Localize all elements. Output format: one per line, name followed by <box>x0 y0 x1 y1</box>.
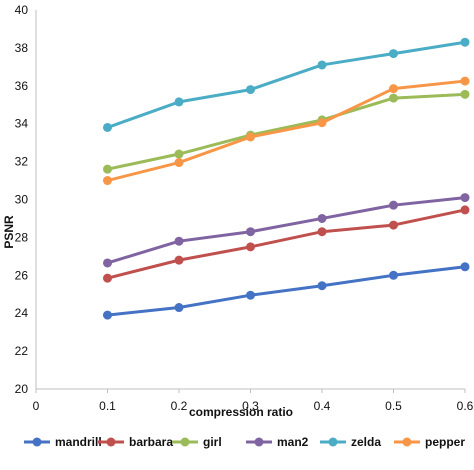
data-point-barbara <box>460 205 470 215</box>
y-tick-label: 26 <box>15 268 29 282</box>
data-point-zelda <box>389 49 398 59</box>
x-axis-title: compression ratio <box>189 405 293 419</box>
data-point-man2 <box>389 200 398 210</box>
data-point-zelda <box>246 85 255 95</box>
y-tick-label: 32 <box>15 155 29 169</box>
legend-swatch-marker <box>402 437 412 447</box>
x-tick-label: 0.1 <box>99 399 116 413</box>
data-point-mandrill <box>460 262 470 272</box>
data-point-pepper <box>317 118 327 128</box>
data-point-barbara <box>317 227 327 237</box>
data-point-pepper <box>460 76 470 86</box>
y-tick-label: 30 <box>15 193 29 207</box>
data-point-girl <box>460 89 470 99</box>
legend-label: girl <box>203 435 222 449</box>
y-tick-label: 38 <box>15 41 29 55</box>
y-tick-label: 34 <box>15 117 29 131</box>
data-point-mandrill <box>246 290 255 300</box>
series-line-man2 <box>107 196 466 265</box>
data-point-man2 <box>103 258 112 268</box>
data-point-pepper <box>174 158 184 168</box>
legend-swatch-marker <box>106 437 116 447</box>
legend-item-barbara: barbara <box>98 435 173 449</box>
y-axis-title: PSNR <box>2 215 16 249</box>
legend-item-zelda: zelda <box>320 435 381 449</box>
series-line-girl <box>107 92 466 171</box>
data-point-zelda <box>174 97 184 107</box>
x-tick-label: 0 <box>33 399 40 413</box>
data-point-zelda <box>103 122 112 132</box>
data-point-man2 <box>460 193 470 203</box>
y-tick-label: 28 <box>15 230 29 244</box>
data-point-zelda <box>460 37 470 47</box>
x-tick-label: 0.5 <box>385 399 402 413</box>
data-point-girl <box>103 164 112 174</box>
legend-swatch-marker <box>254 437 264 447</box>
legend-item-pepper: pepper <box>394 435 465 449</box>
data-point-pepper <box>246 132 255 142</box>
legend-item-mandrill: mandrill <box>24 435 102 449</box>
x-tick-label: 0.4 <box>314 399 331 413</box>
series-line-pepper <box>107 79 466 183</box>
legend-label: mandrill <box>55 435 102 449</box>
series-line-barbara <box>107 208 466 280</box>
data-point-pepper <box>103 176 112 186</box>
legend-swatch-marker <box>32 437 42 447</box>
legend: mandrill barbara girl man2 zelda pepper <box>24 435 465 449</box>
x-tick-label: 0.2 <box>171 399 188 413</box>
data-point-man2 <box>174 236 184 246</box>
data-point-man2 <box>317 213 327 223</box>
series-line-mandrill <box>107 265 466 317</box>
data-point-barbara <box>246 242 255 252</box>
data-point-girl <box>389 93 398 103</box>
legend-swatch-marker <box>180 437 190 447</box>
x-tick-label: 0.6 <box>457 399 474 413</box>
data-point-mandrill <box>317 281 327 291</box>
legend-label: zelda <box>351 435 381 449</box>
data-point-pepper <box>389 84 398 94</box>
data-point-zelda <box>317 60 327 70</box>
data-point-barbara <box>174 255 184 265</box>
data-point-barbara <box>103 273 112 283</box>
legend-label: barbara <box>129 435 173 449</box>
plot-area: 20 22 24 26 28 30 32 34 36 38 40 0 0.1 0.2 0.3 0.4 0.5 0.… <box>15 3 474 413</box>
y-tick-label: 20 <box>15 382 29 396</box>
data-point-girl <box>174 149 184 159</box>
legend-swatch-marker <box>328 437 338 447</box>
legend-label: man2 <box>277 435 309 449</box>
legend-item-girl: girl <box>172 435 222 449</box>
legend-label: pepper <box>425 435 465 449</box>
data-point-man2 <box>246 227 255 237</box>
series-line-zelda <box>106 40 466 129</box>
data-point-mandrill <box>103 310 112 320</box>
x-tick-label: 0.3 <box>242 399 259 413</box>
y-tick-label: 40 <box>15 3 29 17</box>
y-tick-label: 36 <box>15 79 29 93</box>
y-tick-label: 24 <box>15 306 29 320</box>
y-tick-label: 22 <box>15 344 29 358</box>
legend-item-man2: man2 <box>246 435 309 449</box>
data-point-mandrill <box>389 270 398 280</box>
data-point-mandrill <box>174 303 184 313</box>
data-point-barbara <box>389 220 398 230</box>
